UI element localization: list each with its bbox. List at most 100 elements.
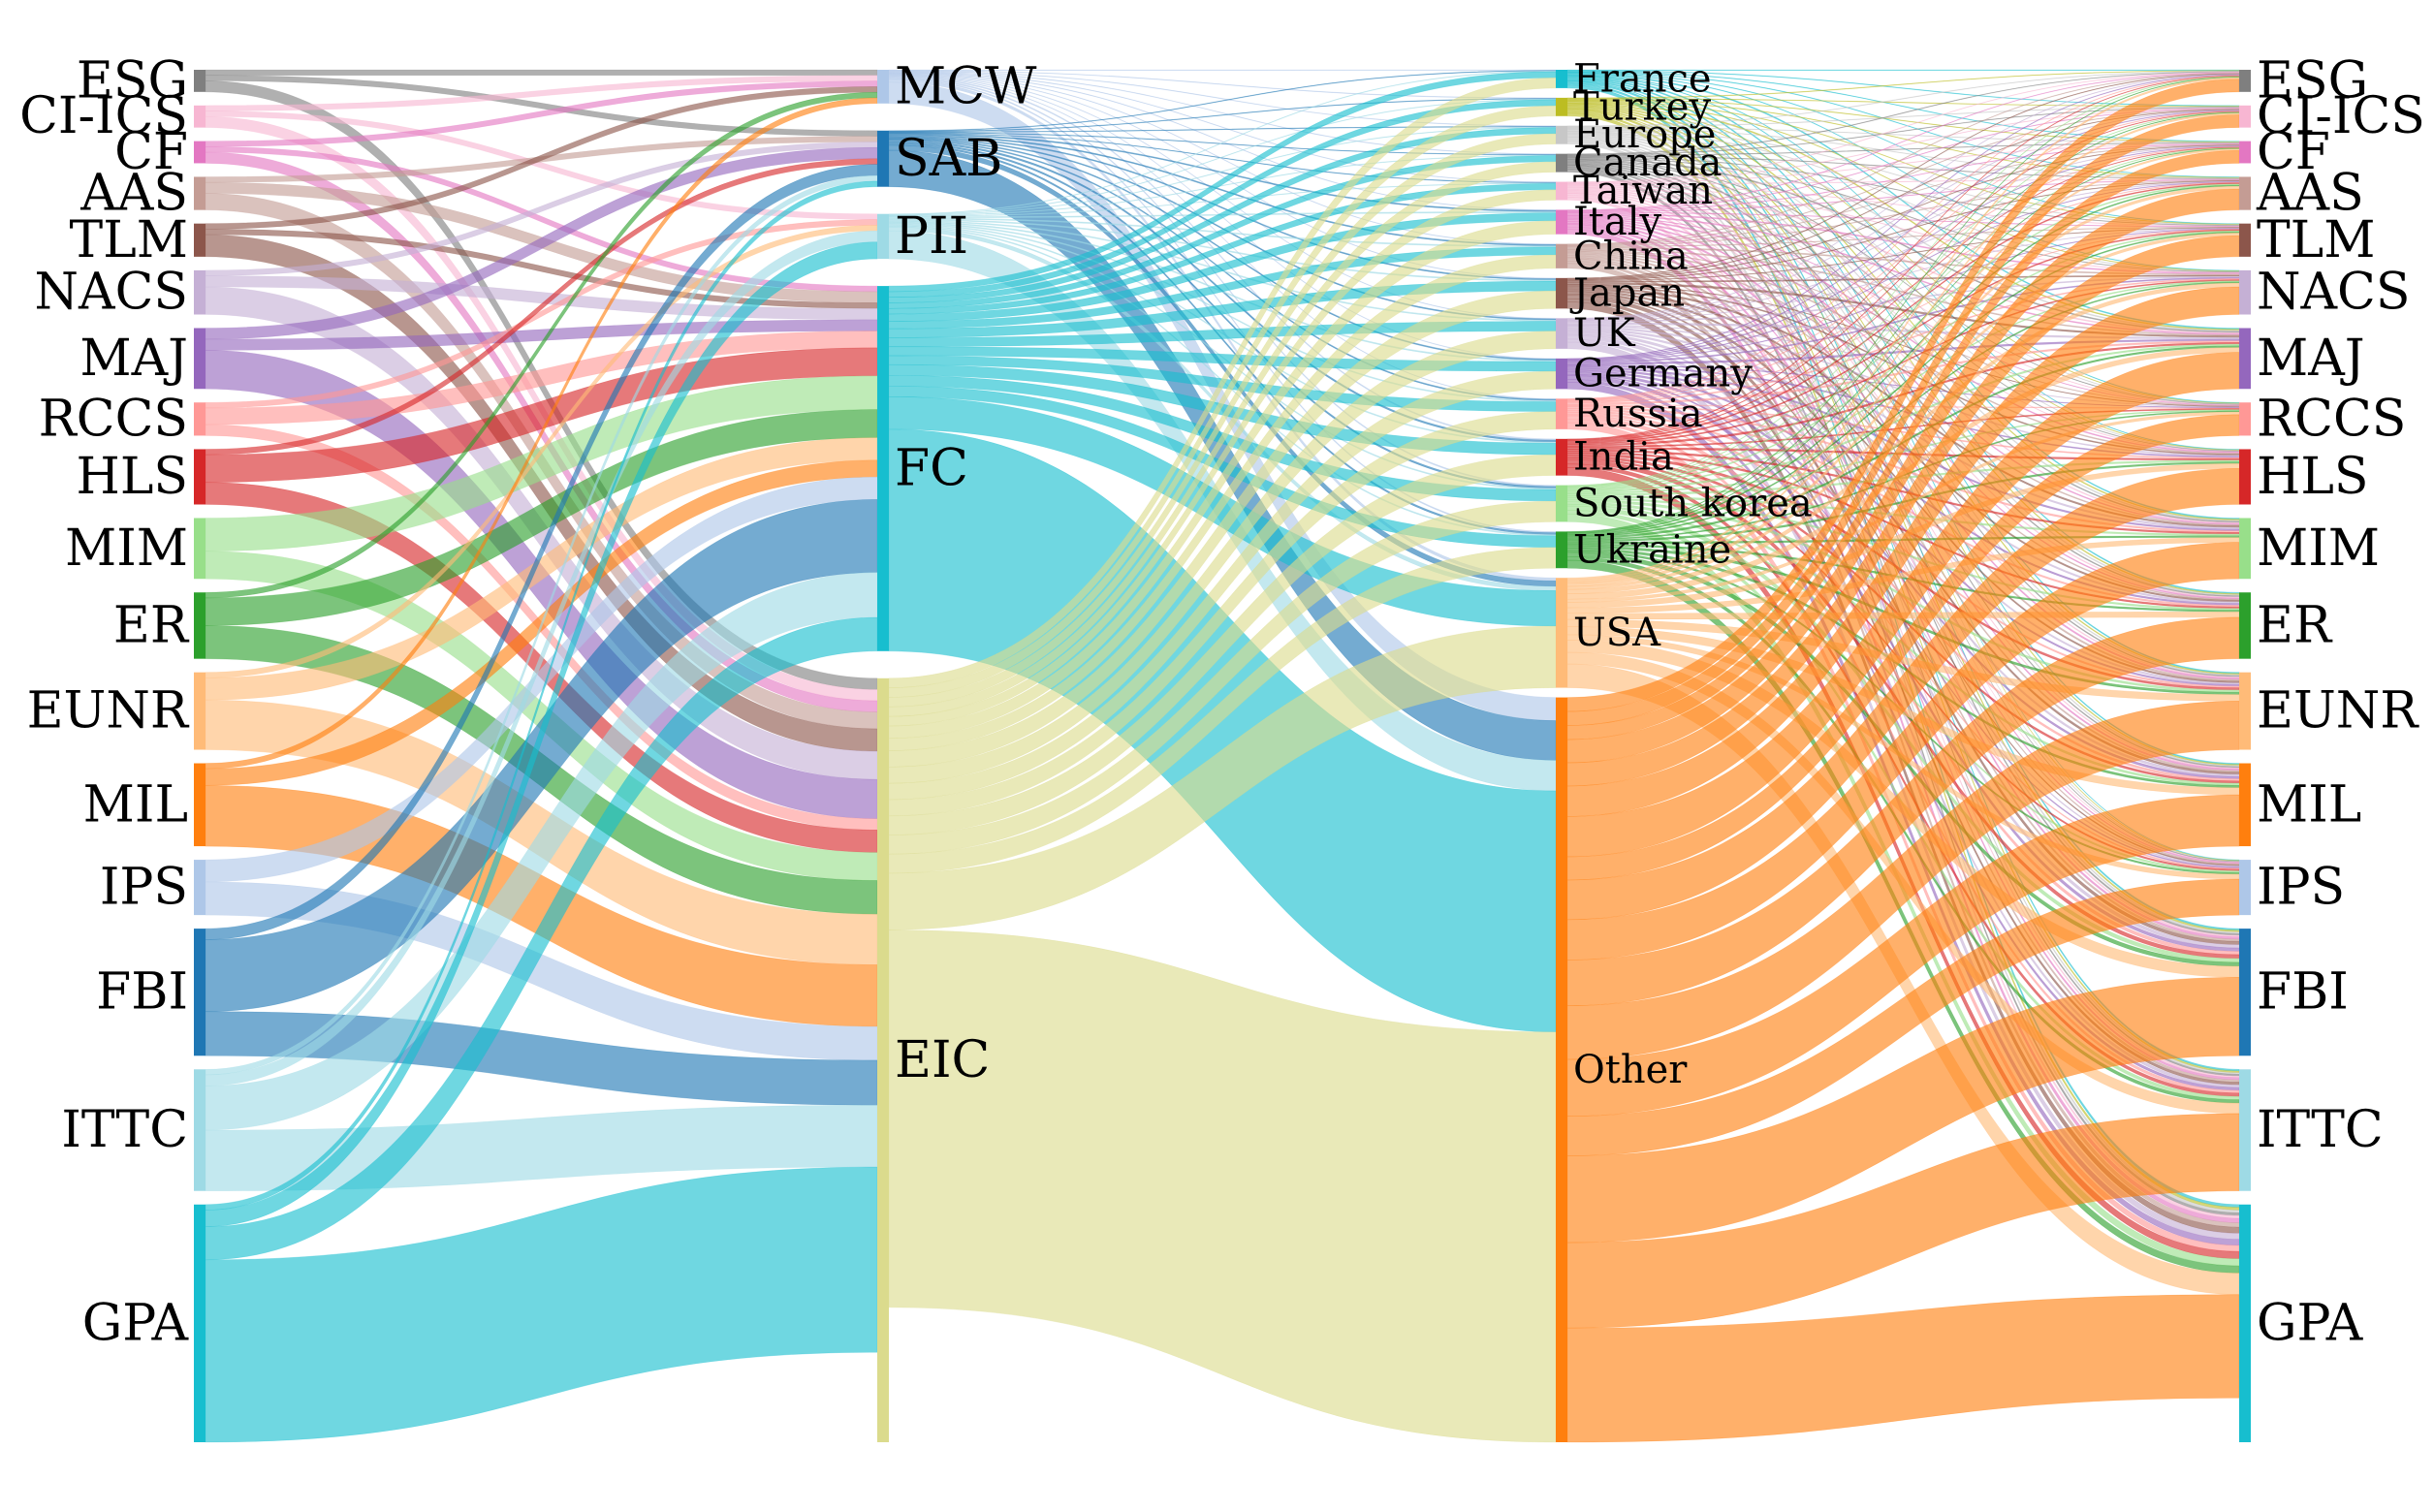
node-maj-col4 (2239, 328, 2251, 390)
label-italy-col3: Italy (1573, 200, 1662, 244)
label-canada-col3: Canada (1573, 141, 1723, 185)
flow-eic-to-italy (888, 220, 1557, 740)
label-esg-col1: ESG (77, 51, 188, 110)
node-italy-col3 (1556, 209, 1567, 235)
node-china-col3 (1556, 243, 1567, 268)
label-taiwan-col3: Taiwan (1573, 169, 1713, 213)
flow-other-to-eunr (1566, 701, 2240, 1060)
flow-eic-to-russia (888, 411, 1557, 817)
label-ci-ics-col1: CI-ICS (19, 87, 188, 145)
flow-gpa-to-sab (205, 180, 878, 1211)
label-mim-col1: MIM (65, 520, 188, 578)
label-fbi-col1: FBI (96, 963, 188, 1022)
label-tlm-col4: TLM (2257, 211, 2375, 269)
node-er-col1 (194, 592, 205, 659)
label-sab-col2: SAB (895, 130, 1002, 188)
label-ittc-col4: ITTC (2257, 1101, 2384, 1159)
label-uk-col3: UK (1573, 311, 1636, 356)
node-sab-col2 (877, 130, 889, 187)
node-russia-col3 (1556, 398, 1567, 429)
node-south-korea-col3 (1556, 485, 1567, 522)
node-mim-col1 (194, 518, 205, 580)
node-germany-col3 (1556, 358, 1567, 390)
node-eunr-col1 (194, 672, 205, 750)
label-eic-col2: EIC (895, 1031, 990, 1089)
label-aas-col4: AAS (2256, 165, 2364, 223)
label-maj-col1: MAJ (79, 330, 188, 388)
node-ips-col1 (194, 860, 205, 916)
node-pii-col2 (877, 213, 889, 260)
label-cf-col1: CF (114, 123, 188, 181)
node-aas-col4 (2239, 176, 2251, 210)
label-ci-ics-col4: CI-ICS (2257, 87, 2425, 145)
label-mil-col4: MIL (2257, 775, 2361, 834)
label-er-col1: ER (113, 596, 190, 654)
node-uk-col3 (1556, 318, 1567, 349)
label-esg-col4: ESG (2257, 51, 2368, 110)
label-ittc-col1: ITTC (61, 1101, 188, 1159)
label-japan-col3: Japan (1569, 271, 1685, 316)
node-mil-col1 (194, 763, 205, 847)
node-ips-col4 (2239, 860, 2251, 916)
flow-eic-to-india (888, 454, 1557, 835)
label-eunr-col1: EUNR (27, 682, 190, 740)
flow-eic-to-china (888, 254, 1557, 751)
node-aas-col1 (194, 176, 205, 210)
label-pii-col2: PII (895, 207, 968, 266)
node-france-col3 (1556, 70, 1567, 88)
node-mil-col4 (2239, 763, 2251, 847)
label-nacs-col1: NACS (35, 264, 188, 322)
label-ips-col4: IPS (2257, 859, 2345, 917)
node-rccs-col4 (2239, 402, 2251, 436)
node-gpa-col1 (194, 1204, 205, 1442)
node-maj-col1 (194, 328, 205, 390)
node-eunr-col4 (2239, 672, 2251, 750)
node-cf-col4 (2239, 141, 2251, 164)
node-hls-col1 (194, 449, 205, 505)
label-mcw-col2: MCW (895, 57, 1037, 115)
label-germany-col3: Germany (1573, 352, 1753, 396)
label-mil-col1: MIL (83, 775, 188, 834)
node-fc-col2 (877, 286, 889, 651)
label-rccs-col4: RCCS (2257, 390, 2406, 448)
node-mcw-col2 (877, 70, 889, 104)
node-nacs-col1 (194, 269, 205, 315)
nodes-layer (194, 70, 2251, 1442)
label-tlm-col1: TLM (70, 211, 188, 269)
node-usa-col3 (1556, 578, 1567, 688)
flow-other-to-ci-ics (1566, 114, 2240, 726)
label-aas-col1: AAS (79, 165, 188, 223)
label-usa-col3: USA (1573, 611, 1661, 655)
label-china-col3: China (1573, 234, 1689, 278)
labels-layer: ESGCI-ICSCFAASTLMNACSMAJRCCSHLSMIMEREUNR… (19, 51, 2425, 1352)
label-nacs-col4: NACS (2257, 264, 2410, 322)
label-ips-col1: IPS (100, 859, 188, 917)
flow-other-to-er (1566, 616, 2240, 1006)
label-maj-col4: MAJ (2257, 330, 2365, 388)
label-turkey-col3: Turkey (1573, 84, 1711, 129)
node-gpa-col4 (2239, 1204, 2251, 1442)
label-rccs-col1: RCCS (39, 390, 188, 448)
links-stage-2 (888, 69, 1557, 1443)
flow-esg-to-mcw (205, 69, 878, 77)
flow-other-to-hls (1566, 468, 2240, 921)
label-other-col3: Other (1573, 1048, 1688, 1092)
node-turkey-col3 (1556, 97, 1567, 116)
node-nacs-col4 (2239, 269, 2251, 315)
label-gpa-col1: GPA (82, 1294, 190, 1352)
label-cf-col4: CF (2257, 123, 2330, 181)
label-ukraine-col3: Ukraine (1573, 527, 1731, 572)
node-india-col3 (1556, 438, 1567, 476)
label-gpa-col4: GPA (2257, 1294, 2364, 1352)
label-europe-col3: Europe (1573, 112, 1716, 157)
node-europe-col3 (1556, 125, 1567, 144)
links-stage-3 (1566, 69, 2240, 1443)
label-russia-col3: Russia (1573, 392, 1703, 436)
node-tlm-col1 (194, 223, 205, 257)
label-er-col4: ER (2257, 596, 2333, 654)
node-ci-ics-col4 (2239, 105, 2251, 128)
flow-eic-to-europe (888, 133, 1557, 708)
node-fbi-col1 (194, 929, 205, 1056)
